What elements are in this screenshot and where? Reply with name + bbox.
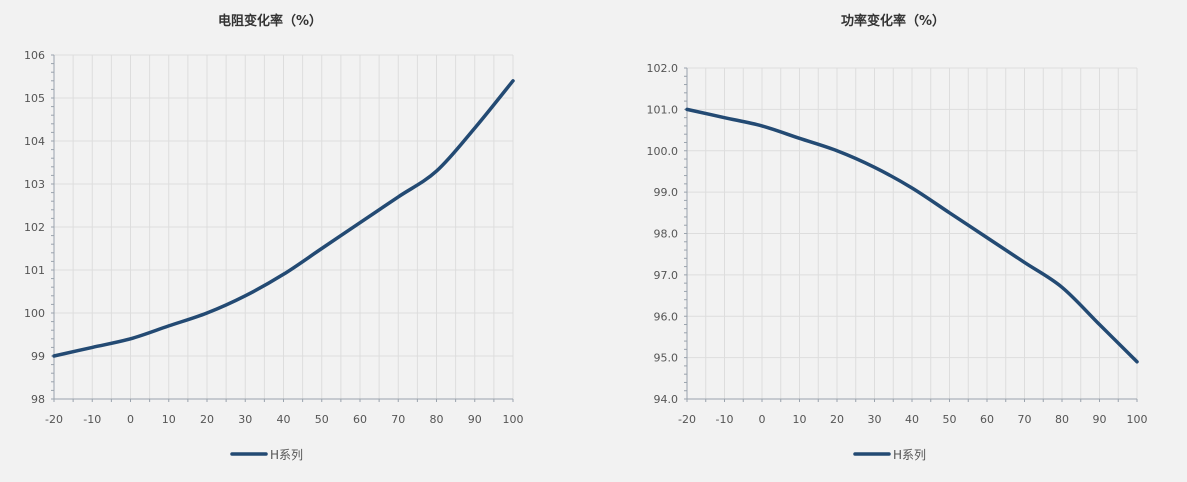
y-tick-label: 105 [24,92,45,105]
x-tick-label: 10 [793,413,807,426]
y-tick-label: 101 [24,264,45,277]
y-tick-label: 94.0 [654,393,679,406]
x-tick-label: 70 [391,413,405,426]
legend-label: H系列 [270,448,303,462]
y-tick-label: 102 [24,221,45,234]
y-tick-label: 97.0 [654,269,679,282]
series-line [685,107,1139,364]
series-line [52,79,515,358]
x-tick-label: 50 [943,413,957,426]
x-tick-label: 10 [162,413,176,426]
x-tick-label: -10 [716,413,734,426]
x-tick-label: 80 [430,413,444,426]
y-tick-label: 95.0 [654,352,679,365]
legend-label: H系列 [893,448,926,462]
x-tick-label: 20 [200,413,214,426]
y-tick-label: 99.0 [654,186,679,199]
y-tick-label: 106 [24,49,45,62]
x-tick-label: 90 [468,413,482,426]
x-tick-label: 40 [905,413,919,426]
x-tick-label: 0 [127,413,134,426]
x-tick-label: 90 [1093,413,1107,426]
y-tick-label: 98 [31,393,45,406]
x-tick-label: 0 [759,413,766,426]
y-tick-label: 96.0 [654,310,679,323]
x-tick-label: 20 [830,413,844,426]
chart-title: 电阻变化率（%） [218,13,322,29]
x-tick-label: 30 [238,413,252,426]
x-tick-label: 60 [353,413,367,426]
y-tick-label: 104 [24,135,45,148]
x-tick-label: -20 [678,413,696,426]
x-tick-label: 80 [1055,413,1069,426]
x-tick-label: 100 [503,413,524,426]
chart-1: 电阻变化率（%） 98 99 100 101 102 103 104 105 106 -20 -10 0… [24,13,524,462]
y-tick-label: 98.0 [654,228,679,241]
y-tick-label: 101.0 [647,103,679,116]
y-tick-label: 103 [24,178,45,191]
x-tick-label: 100 [1127,413,1148,426]
x-tick-label: -20 [45,413,63,426]
x-tick-label: 70 [1018,413,1032,426]
y-tick-label: 102.0 [647,62,679,75]
y-tick-label: 100 [24,307,45,320]
x-tick-label: -10 [83,413,101,426]
y-tick-label: 99 [31,350,45,363]
y-tick-label: 100.0 [647,145,679,158]
x-tick-label: 30 [868,413,882,426]
x-tick-label: 60 [980,413,994,426]
chart-title: 功率变化率（%） [841,13,945,29]
chart-2: 功率变化率（%）94.095.096.097.098.099.0100.0101… [647,13,1148,462]
x-tick-label: 50 [315,413,329,426]
x-tick-label: 40 [277,413,291,426]
